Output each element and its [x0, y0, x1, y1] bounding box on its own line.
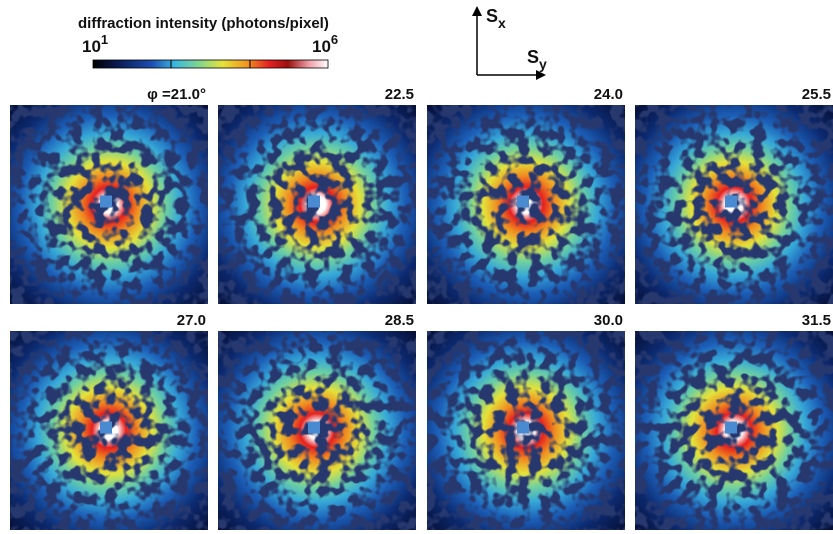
- panel-label: 28.5: [385, 312, 414, 329]
- panel-label: 30.0: [594, 312, 623, 329]
- max-exponent: 6: [331, 32, 338, 47]
- axis-label-horizontal: Sy: [527, 47, 547, 72]
- max-base: 10: [312, 37, 331, 56]
- diffraction-panel: [427, 105, 625, 304]
- beam-stop: [100, 195, 112, 208]
- diffraction-panel: [10, 331, 208, 530]
- beam-stop: [517, 195, 529, 208]
- diffraction-panel: [10, 105, 208, 304]
- axis-label-vertical: Sx: [486, 6, 506, 31]
- panel-label: φ =21.0°: [147, 86, 206, 103]
- axis-arrows: [472, 6, 546, 80]
- diffraction-panel: [218, 105, 416, 304]
- min-base: 10: [82, 37, 101, 56]
- symbol: S: [486, 6, 498, 26]
- beam-stop: [308, 195, 320, 208]
- diffraction-panel: [427, 331, 625, 530]
- panel-label: 24.0: [594, 86, 623, 103]
- panel-label: 25.5: [802, 86, 831, 103]
- panel-label: 22.5: [385, 86, 414, 103]
- subscript: y: [539, 56, 547, 72]
- colorbar-max: 106: [312, 32, 338, 56]
- diffraction-panel: [635, 331, 833, 530]
- subscript: x: [498, 15, 506, 31]
- diffraction-panel: [218, 331, 416, 530]
- symbol: S: [527, 47, 539, 67]
- beam-stop: [308, 421, 320, 434]
- colorbar-title: diffraction intensity (photons/pixel): [78, 15, 329, 32]
- panel-label: 31.5: [802, 312, 831, 329]
- beam-stop: [725, 421, 737, 434]
- colorbar-min: 101: [82, 32, 108, 56]
- beam-stop: [725, 195, 737, 208]
- panel-label: 27.0: [177, 312, 206, 329]
- colorbar: [92, 59, 329, 69]
- beam-stop: [517, 421, 529, 434]
- diffraction-panel: [635, 105, 833, 304]
- min-exponent: 1: [101, 32, 108, 47]
- beam-stop: [100, 421, 112, 434]
